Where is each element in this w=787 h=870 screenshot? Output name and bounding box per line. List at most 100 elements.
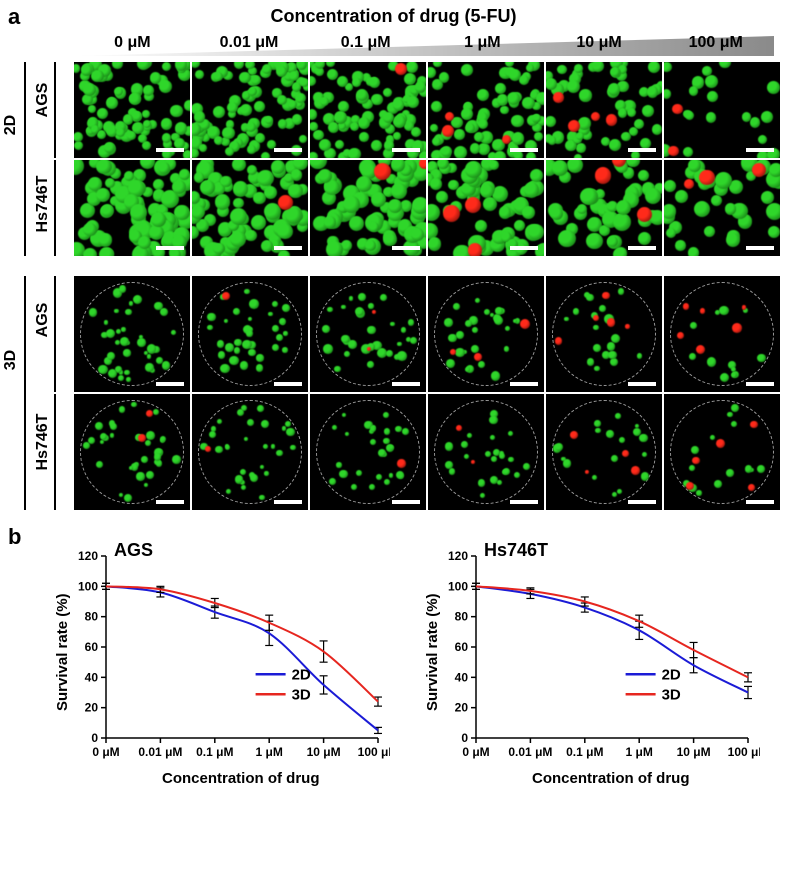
dim-label-3d: 3D bbox=[2, 310, 20, 410]
microscopy-image bbox=[310, 276, 426, 392]
microscopy-image bbox=[546, 276, 662, 392]
legend-label: 3D bbox=[662, 686, 681, 703]
svg-text:20: 20 bbox=[85, 701, 99, 715]
chart-svg: 0204060801001200 μM0.01 μM0.1 μM1 μM10 μ… bbox=[50, 540, 390, 790]
series-line bbox=[476, 586, 748, 677]
scale-bar bbox=[510, 148, 538, 152]
well-outline bbox=[670, 400, 774, 504]
scale-bar bbox=[628, 500, 656, 504]
svg-text:0.01 μM: 0.01 μM bbox=[508, 745, 552, 759]
microscopy-image bbox=[664, 62, 780, 158]
series-line bbox=[106, 586, 378, 701]
well-outline bbox=[80, 400, 184, 504]
scale-bar bbox=[274, 148, 302, 152]
microscopy-image bbox=[310, 394, 426, 510]
row-line-hs-2d bbox=[54, 160, 56, 256]
svg-text:100: 100 bbox=[448, 579, 468, 593]
concentration-label: 1 μM bbox=[424, 34, 541, 52]
scale-bar bbox=[274, 382, 302, 386]
svg-text:60: 60 bbox=[85, 640, 99, 654]
row-line-ags-2d bbox=[54, 62, 56, 158]
microscopy-image bbox=[428, 160, 544, 256]
concentration-label: 0.1 μM bbox=[307, 34, 424, 52]
svg-text:100: 100 bbox=[78, 579, 98, 593]
scale-bar bbox=[746, 148, 774, 152]
concentration-label: 10 μM bbox=[541, 34, 658, 52]
series-line bbox=[476, 586, 748, 692]
microscopy-image bbox=[546, 62, 662, 158]
scale-bar bbox=[510, 382, 538, 386]
scale-bar bbox=[628, 148, 656, 152]
microscopy-image bbox=[192, 160, 308, 256]
svg-text:1 μM: 1 μM bbox=[626, 745, 653, 759]
svg-text:0.1 μM: 0.1 μM bbox=[196, 745, 233, 759]
microscopy-image bbox=[428, 276, 544, 392]
x-axis-label: Concentration of drug bbox=[532, 770, 690, 787]
dim-line-3d bbox=[24, 276, 26, 510]
row-label-hs-2d: Hs746T bbox=[34, 156, 52, 252]
svg-text:0.1 μM: 0.1 μM bbox=[566, 745, 603, 759]
y-axis-label: Survival rate (%) bbox=[424, 593, 441, 711]
scale-bar bbox=[274, 500, 302, 504]
scale-bar bbox=[274, 246, 302, 250]
scale-bar bbox=[392, 246, 420, 250]
svg-text:0: 0 bbox=[461, 731, 468, 745]
image-grid-2d bbox=[74, 62, 780, 256]
svg-text:80: 80 bbox=[85, 610, 99, 624]
well-outline bbox=[316, 400, 420, 504]
svg-text:0 μM: 0 μM bbox=[462, 745, 489, 759]
microscopy-image bbox=[546, 160, 662, 256]
svg-text:10 μM: 10 μM bbox=[307, 745, 341, 759]
microscopy-image bbox=[310, 62, 426, 158]
chart-title: Hs746T bbox=[484, 540, 548, 561]
chart-ags: AGSSurvival rate (%)Concentration of dru… bbox=[50, 540, 390, 790]
well-outline bbox=[198, 400, 302, 504]
well-outline bbox=[552, 400, 656, 504]
microscopy-image bbox=[664, 276, 780, 392]
panel-b-label: b bbox=[8, 524, 21, 550]
panel-a-title: Concentration of drug (5-FU) bbox=[0, 6, 787, 27]
scale-bar bbox=[746, 500, 774, 504]
row-line-ags-3d bbox=[54, 276, 56, 392]
svg-text:1 μM: 1 μM bbox=[256, 745, 283, 759]
microscopy-image bbox=[546, 394, 662, 510]
legend-label: 2D bbox=[292, 666, 311, 683]
well-outline bbox=[80, 282, 184, 386]
svg-text:10 μM: 10 μM bbox=[677, 745, 711, 759]
svg-text:40: 40 bbox=[85, 670, 99, 684]
svg-text:80: 80 bbox=[455, 610, 469, 624]
well-outline bbox=[316, 282, 420, 386]
microscopy-image bbox=[74, 160, 190, 256]
well-outline bbox=[670, 282, 774, 386]
microscopy-image bbox=[428, 394, 544, 510]
microscopy-image bbox=[192, 62, 308, 158]
microscopy-image bbox=[74, 276, 190, 392]
series-line bbox=[106, 586, 378, 730]
scale-bar bbox=[156, 148, 184, 152]
svg-text:0: 0 bbox=[91, 731, 98, 745]
image-grid-3d bbox=[74, 276, 780, 510]
row-label-hs-3d: Hs746T bbox=[34, 384, 52, 500]
scale-bar bbox=[746, 246, 774, 250]
microscopy-image bbox=[74, 62, 190, 158]
dim-line-2d bbox=[24, 62, 26, 256]
concentration-label: 0.01 μM bbox=[191, 34, 308, 52]
svg-text:60: 60 bbox=[455, 640, 469, 654]
scale-bar bbox=[156, 382, 184, 386]
scale-bar bbox=[156, 246, 184, 250]
row-label-ags-3d: AGS bbox=[34, 280, 52, 360]
svg-text:20: 20 bbox=[455, 701, 469, 715]
scale-bar bbox=[392, 148, 420, 152]
microscopy-image bbox=[664, 394, 780, 510]
microscopy-image bbox=[192, 276, 308, 392]
microscopy-image bbox=[192, 394, 308, 510]
chart-hs746t: Hs746T Survival rate (%) Concentration of … bbox=[420, 540, 760, 790]
scale-bar bbox=[156, 500, 184, 504]
svg-text:120: 120 bbox=[448, 549, 468, 563]
svg-text:0 μM: 0 μM bbox=[92, 745, 119, 759]
microscopy-image bbox=[664, 160, 780, 256]
row-label-ags-2d: AGS bbox=[34, 60, 52, 140]
svg-text:120: 120 bbox=[78, 549, 98, 563]
scale-bar bbox=[510, 246, 538, 250]
microscopy-image bbox=[428, 62, 544, 158]
